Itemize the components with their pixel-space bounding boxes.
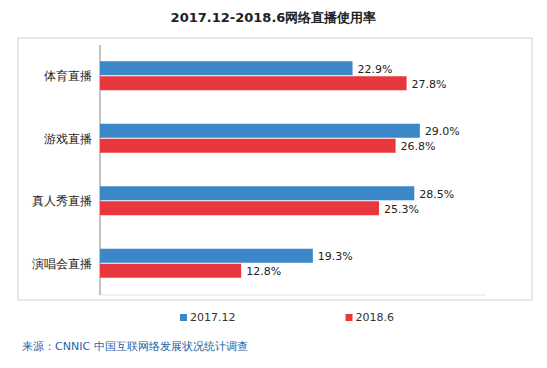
data-label: 22.9%: [358, 63, 393, 76]
plot-frame: [18, 38, 532, 300]
legend-label: 2017.12: [190, 311, 236, 324]
data-label: 12.8%: [246, 265, 281, 278]
category-label: 真人秀直播: [32, 194, 92, 208]
data-label: 28.5%: [419, 188, 454, 201]
x-axis-range: [100, 295, 486, 296]
data-label: 25.3%: [384, 203, 419, 216]
legend-swatch: [346, 314, 353, 321]
bar: [100, 264, 241, 278]
title: 2017.12-2018.6网络直播使用率: [171, 10, 377, 25]
legend-label: 2018.6: [356, 311, 395, 324]
chart: 2017.12-2018.6网络直播使用率体育直播 22.9% 27.8% 游戏直播 2…: [0, 0, 547, 368]
bars: [100, 61, 420, 278]
data-label: 19.3%: [318, 250, 353, 263]
bar: [100, 139, 396, 153]
bar: [100, 124, 420, 138]
bar: [100, 61, 353, 75]
category-label: 游戏直播: [44, 132, 92, 146]
category-label: 演唱会直播: [32, 257, 92, 271]
category-label: 体育直播: [44, 69, 92, 83]
bar: [100, 76, 407, 90]
legend-swatch: [180, 314, 187, 321]
labels: 体育直播 22.9% 27.8% 游戏直播 29.0% 26.8% 真人秀直播 28.5%25…: [32, 63, 460, 279]
bar: [100, 186, 414, 200]
source: 来源：CNNIC 中国互联网络发展状况统计调查: [22, 340, 248, 353]
legend: 2017.12 2018.6: [180, 311, 394, 324]
bar: [100, 201, 379, 215]
data-label: 26.8%: [401, 140, 436, 153]
data-label: 27.8%: [412, 78, 447, 91]
data-label: 29.0%: [425, 125, 460, 138]
bar: [100, 249, 313, 263]
